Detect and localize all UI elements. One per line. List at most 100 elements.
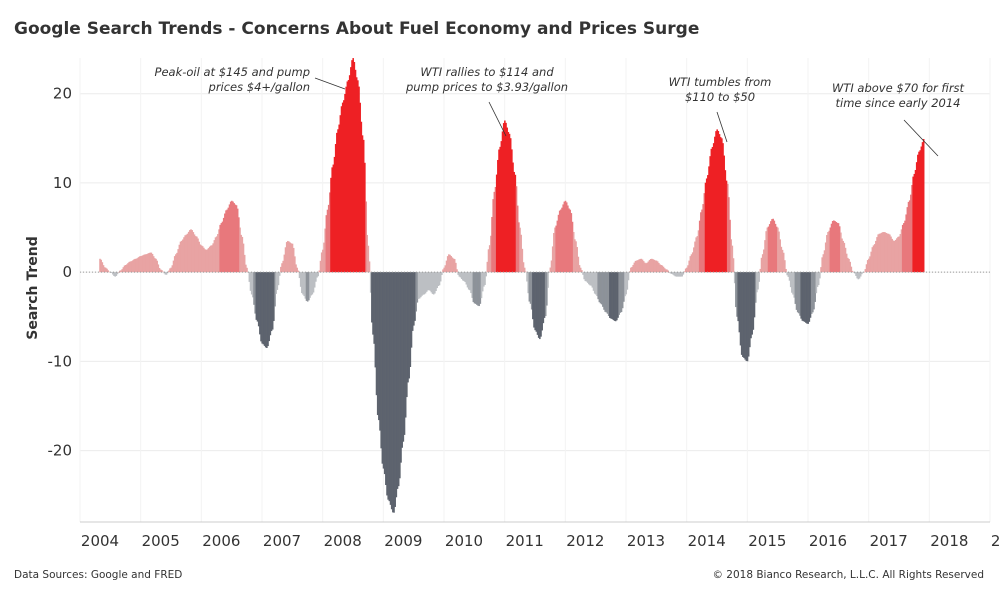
bar <box>739 272 742 346</box>
bar <box>694 241 696 273</box>
bar <box>113 272 115 277</box>
bar <box>193 234 196 273</box>
bar <box>225 210 227 273</box>
bar <box>707 175 709 273</box>
bar <box>128 261 130 273</box>
bar <box>298 272 301 279</box>
bar <box>485 272 487 277</box>
bar <box>306 272 309 302</box>
bar <box>241 236 244 273</box>
bar <box>582 272 584 275</box>
bar <box>621 272 624 309</box>
bar <box>672 272 674 275</box>
chart-title: Google Search Trends - Concerns About Fu… <box>14 19 700 39</box>
bar <box>519 227 521 273</box>
bar <box>558 210 561 273</box>
bar <box>439 272 442 282</box>
bar <box>491 216 493 273</box>
bar <box>695 237 697 273</box>
bar <box>561 207 563 273</box>
bar <box>466 272 469 288</box>
bar <box>224 213 226 273</box>
bar <box>616 272 618 321</box>
bar <box>444 265 447 273</box>
bar <box>821 257 823 273</box>
bar <box>191 230 193 273</box>
bar <box>452 258 455 273</box>
bar <box>162 271 164 273</box>
bar <box>674 272 676 277</box>
bar <box>381 272 384 464</box>
bar <box>669 272 672 274</box>
bar <box>156 260 158 273</box>
bar <box>215 236 218 273</box>
bar <box>389 272 392 505</box>
bar <box>760 257 763 273</box>
bar <box>646 262 648 273</box>
bar <box>901 224 904 273</box>
bar <box>638 259 640 273</box>
bar <box>823 250 826 273</box>
bar <box>841 238 843 273</box>
bar <box>134 258 136 273</box>
bar <box>854 272 856 274</box>
bar <box>660 265 662 273</box>
bar <box>626 272 629 290</box>
bar <box>701 209 703 273</box>
bar <box>747 272 750 357</box>
bar <box>506 127 508 273</box>
bar <box>822 254 825 273</box>
bar <box>378 272 380 421</box>
bar <box>488 245 491 273</box>
bar <box>184 235 186 273</box>
bar <box>228 204 231 273</box>
bar <box>687 265 689 273</box>
bar <box>423 272 426 295</box>
annotation-text: $110 to $50 <box>685 90 755 104</box>
bar <box>99 258 101 273</box>
bar <box>143 254 146 273</box>
bar <box>455 262 457 273</box>
bar <box>606 272 609 314</box>
bar <box>522 262 525 273</box>
bar <box>891 238 893 273</box>
bar <box>803 272 806 322</box>
bar <box>406 272 408 398</box>
bar <box>129 261 132 273</box>
bar <box>348 75 351 273</box>
bar <box>242 243 245 273</box>
bar <box>904 220 906 273</box>
bar <box>605 272 608 313</box>
bar <box>289 242 291 273</box>
bar <box>611 272 613 320</box>
bar <box>473 272 476 304</box>
bar <box>227 207 230 273</box>
bar <box>665 269 667 273</box>
bar <box>319 260 322 273</box>
copyright: © 2018 Bianco Research, L.L.C. All Right… <box>712 569 984 581</box>
bar <box>602 272 604 307</box>
bar <box>632 264 634 273</box>
bar <box>151 253 154 273</box>
bar <box>495 174 498 273</box>
bar <box>882 232 884 273</box>
bar <box>226 209 228 273</box>
bar <box>310 272 312 296</box>
bar <box>458 272 461 277</box>
bar <box>487 249 490 273</box>
bar <box>453 259 456 273</box>
bar <box>690 254 693 273</box>
bar <box>829 227 832 273</box>
bar <box>774 223 777 273</box>
bar <box>906 207 909 273</box>
bar <box>115 272 118 276</box>
bar <box>177 249 179 273</box>
bar <box>465 272 468 285</box>
bar <box>536 272 539 335</box>
bar <box>588 272 590 285</box>
bar <box>745 272 748 361</box>
bar <box>470 272 472 294</box>
bar <box>287 240 289 273</box>
bar <box>382 272 385 469</box>
